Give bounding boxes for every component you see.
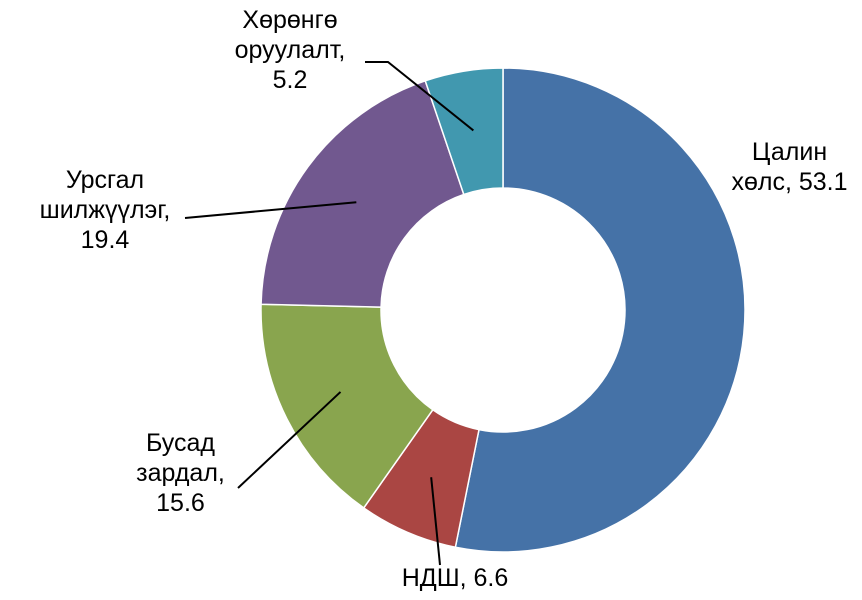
data-label: Урсгал шилжүүлэг, 19.4 [39, 166, 171, 254]
donut-slice [260, 79, 465, 308]
data-label: Цалин хөлс, 53.1 [731, 138, 848, 196]
data-label: Хөрөнгө оруулалт, 5.2 [234, 6, 346, 94]
leader-line [237, 391, 342, 489]
data-label: НДШ, 6.6 [401, 564, 509, 592]
data-label: Бусад зардал, 15.6 [136, 429, 225, 517]
leader-line [184, 201, 357, 219]
leader-line [365, 61, 474, 132]
donut-slice [454, 67, 746, 553]
leader-line [430, 477, 441, 566]
donut-slice [424, 67, 504, 196]
donut-slice [260, 303, 434, 509]
